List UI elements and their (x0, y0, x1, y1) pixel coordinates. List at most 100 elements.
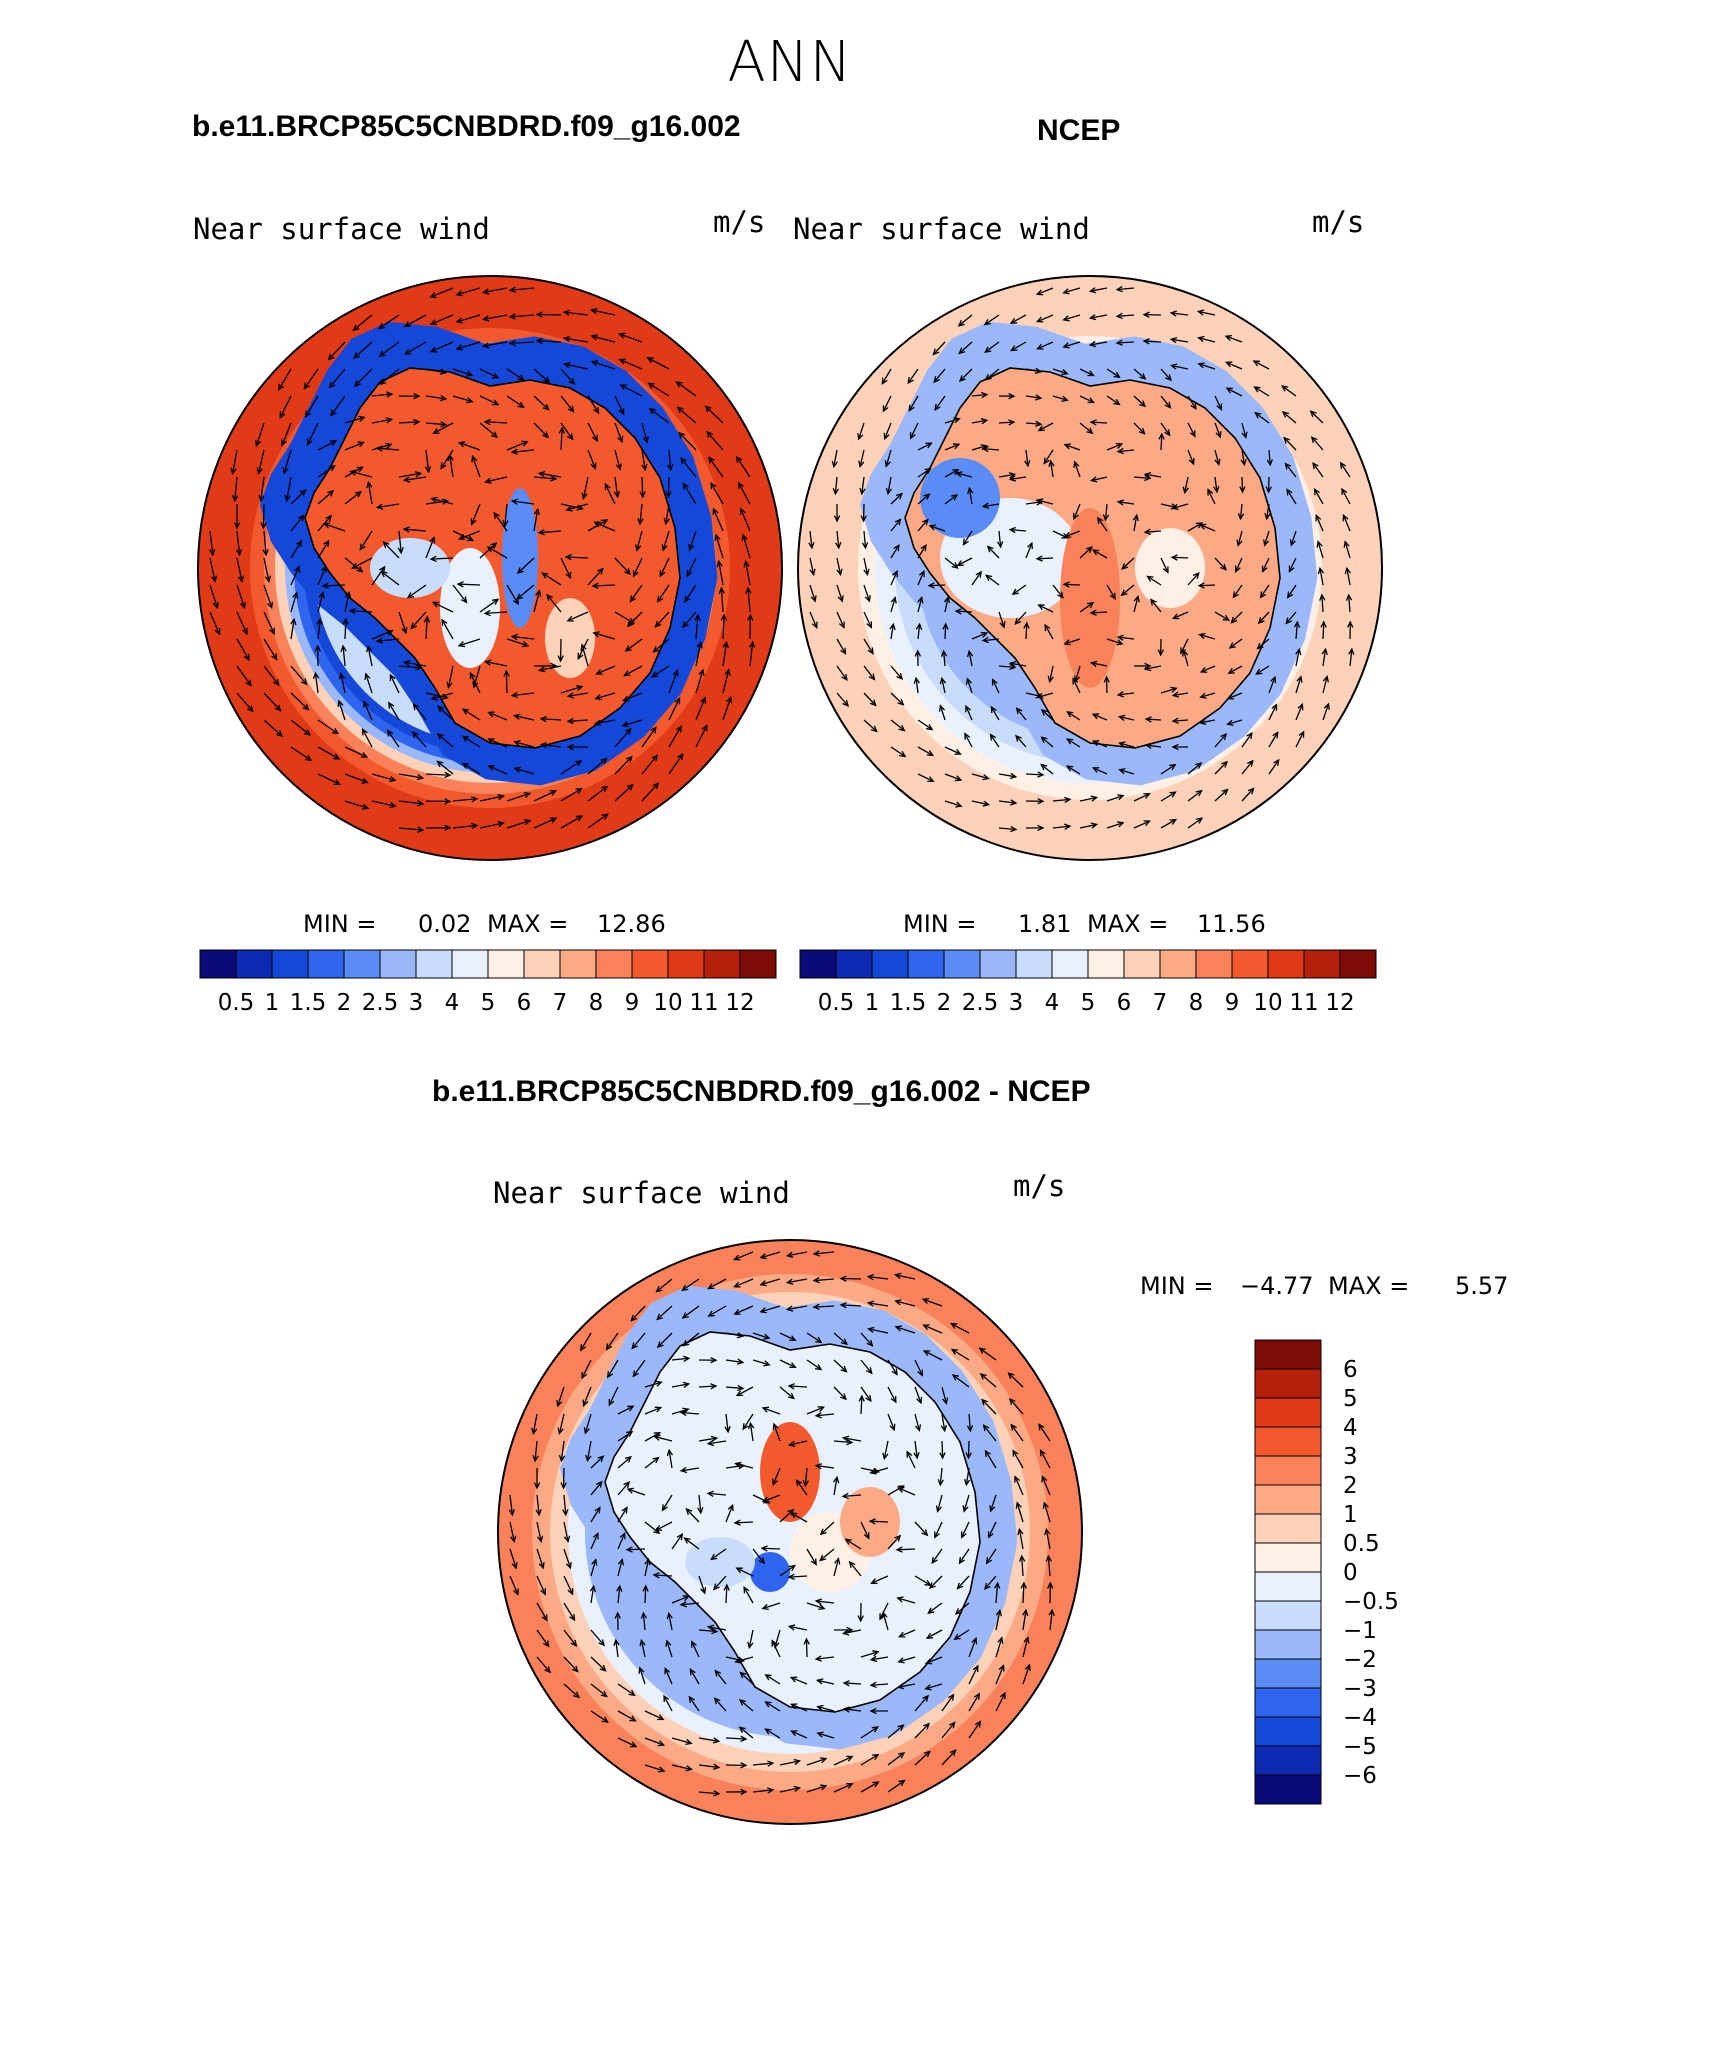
model-max-label: MAX = (487, 910, 569, 938)
colorbar-tick-label: −5 (1343, 1734, 1377, 1760)
colorbar-swatch (1254, 1571, 1322, 1602)
diff-field-label: Near surface wind (493, 1176, 790, 1210)
colorbar-swatch (1254, 1658, 1322, 1689)
colorbar-swatch (907, 949, 945, 979)
colorbar-swatch (1254, 1542, 1322, 1573)
obs-colorbar: 0.5 1 1.5 2 2.5 3 4 5 6 7 8 9 10 11 12 (799, 949, 1377, 1016)
colorbar-tick-label: 2.5 (962, 990, 999, 1016)
model-field-label: Near surface wind (193, 212, 490, 246)
model-case-title: b.e11.BRCP85C5CNBDRD.f09_g16.002 (192, 110, 741, 143)
colorbar-tick-label: 11 (689, 990, 718, 1016)
colorbar-swatch (1195, 949, 1233, 979)
colorbar-tick-label: 9 (1225, 990, 1240, 1016)
colorbar-swatch (1254, 1455, 1322, 1486)
antarctica-coastline (904, 367, 1281, 749)
colorbar-tick-label: 0 (1343, 1560, 1358, 1586)
colorbar-tick-label: 0.5 (1343, 1531, 1380, 1557)
colorbar-tick-label: −2 (1343, 1647, 1377, 1673)
colorbar-tick-label: 5 (1343, 1386, 1358, 1412)
model-colorbar: 0.5 1 1.5 2 2.5 3 4 5 6 7 8 9 10 11 12 (199, 949, 777, 1016)
colorbar-swatch (703, 949, 741, 979)
field-contour-patch (685, 1537, 755, 1587)
colorbar-tick-label: 8 (1189, 990, 1204, 1016)
diff-max-label: MAX = (1328, 1272, 1410, 1300)
colorbar-swatch (1254, 1426, 1322, 1457)
field-contour-patch (840, 1487, 900, 1557)
colorbar-swatch (415, 949, 453, 979)
colorbar-swatch (667, 949, 705, 979)
colorbar-tick-label: 3 (1009, 990, 1024, 1016)
colorbar-tick-label: −4 (1343, 1705, 1377, 1731)
colorbar-swatch (739, 949, 777, 979)
colorbar-swatch (523, 949, 561, 979)
colorbar-swatch (1254, 1687, 1322, 1718)
colorbar-swatch (1254, 1397, 1322, 1428)
diff-min-value: −4.77 (1240, 1272, 1314, 1300)
colorbar-swatch (271, 949, 309, 979)
obs-field-label: Near surface wind (793, 212, 1090, 246)
diff-polar-map (497, 1239, 1083, 1825)
colorbar-tick-label: 1.5 (890, 990, 927, 1016)
model-min-label: MIN = (303, 910, 377, 938)
field-contour-patch (1135, 528, 1205, 608)
obs-min-value: 1.81 (1018, 910, 1072, 938)
colorbar-tick-label: 3 (1343, 1444, 1358, 1470)
obs-max-label: MAX = (1087, 910, 1169, 938)
colorbar-tick-label: 7 (553, 990, 568, 1016)
figure-title: ANN (727, 30, 853, 95)
map-boundary (197, 275, 783, 861)
colorbar-tick-label: 9 (625, 990, 640, 1016)
obs-min-label: MIN = (903, 910, 977, 938)
colorbar-tick-label: 12 (725, 990, 754, 1016)
colorbar-swatch (1303, 949, 1341, 979)
colorbar-swatch (799, 949, 837, 979)
colorbar-swatch (379, 949, 417, 979)
colorbar-tick-label: 7 (1153, 990, 1168, 1016)
antarctica-coastline (304, 367, 681, 749)
field-contour-patch (502, 488, 538, 628)
field-contour-patch (440, 548, 500, 668)
colorbar-swatch (1051, 949, 1089, 979)
colorbar-swatch (1231, 949, 1269, 979)
colorbar-tick-label: 1 (865, 990, 880, 1016)
colorbar-swatch (559, 949, 597, 979)
colorbar-swatch (943, 949, 981, 979)
colorbar-swatch (631, 949, 669, 979)
colorbar-tick-label: 4 (1045, 990, 1060, 1016)
model-max-value: 12.86 (597, 910, 666, 938)
colorbar-tick-label: 0.5 (818, 990, 855, 1016)
colorbar-tick-label: 11 (1289, 990, 1318, 1016)
colorbar-swatch (1087, 949, 1125, 979)
colorbar-swatch (1254, 1716, 1322, 1747)
colorbar-swatch (871, 949, 909, 979)
colorbar-swatch (1339, 949, 1377, 979)
colorbar-tick-label: 6 (1117, 990, 1132, 1016)
colorbar-tick-label: −6 (1343, 1763, 1377, 1789)
colorbar-swatch (1254, 1774, 1322, 1805)
diff-case-title: b.e11.BRCP85C5CNBDRD.f09_g16.002 - NCEP (432, 1075, 1091, 1108)
diff-units-label: m/s (1013, 1169, 1066, 1203)
obs-polar-map (797, 275, 1383, 861)
colorbar-tick-label: 10 (653, 990, 682, 1016)
colorbar-swatch (235, 949, 273, 979)
field-contour-patch (760, 1422, 820, 1522)
model-polar-map (197, 275, 783, 861)
obs-case-title: NCEP (1037, 114, 1121, 147)
colorbar-tick-label: 1 (1343, 1502, 1358, 1528)
colorbar-swatch (1254, 1368, 1322, 1399)
colorbar-swatch (307, 949, 345, 979)
colorbar-swatch (199, 949, 237, 979)
colorbar-tick-label: 2 (1343, 1473, 1358, 1499)
colorbar-swatch (1254, 1513, 1322, 1544)
colorbar-tick-label: 1.5 (290, 990, 327, 1016)
antarctica-coastline (604, 1331, 981, 1713)
field-contour-patch (920, 458, 1000, 538)
map-boundary (497, 1239, 1083, 1825)
colorbar-swatch (1254, 1629, 1322, 1660)
colorbar-swatch (1254, 1745, 1322, 1776)
colorbar-swatch (1267, 949, 1305, 979)
colorbar-swatch (979, 949, 1017, 979)
colorbar-tick-label: 2.5 (362, 990, 399, 1016)
colorbar-swatch (1159, 949, 1197, 979)
colorbar-tick-label: 0.5 (218, 990, 255, 1016)
